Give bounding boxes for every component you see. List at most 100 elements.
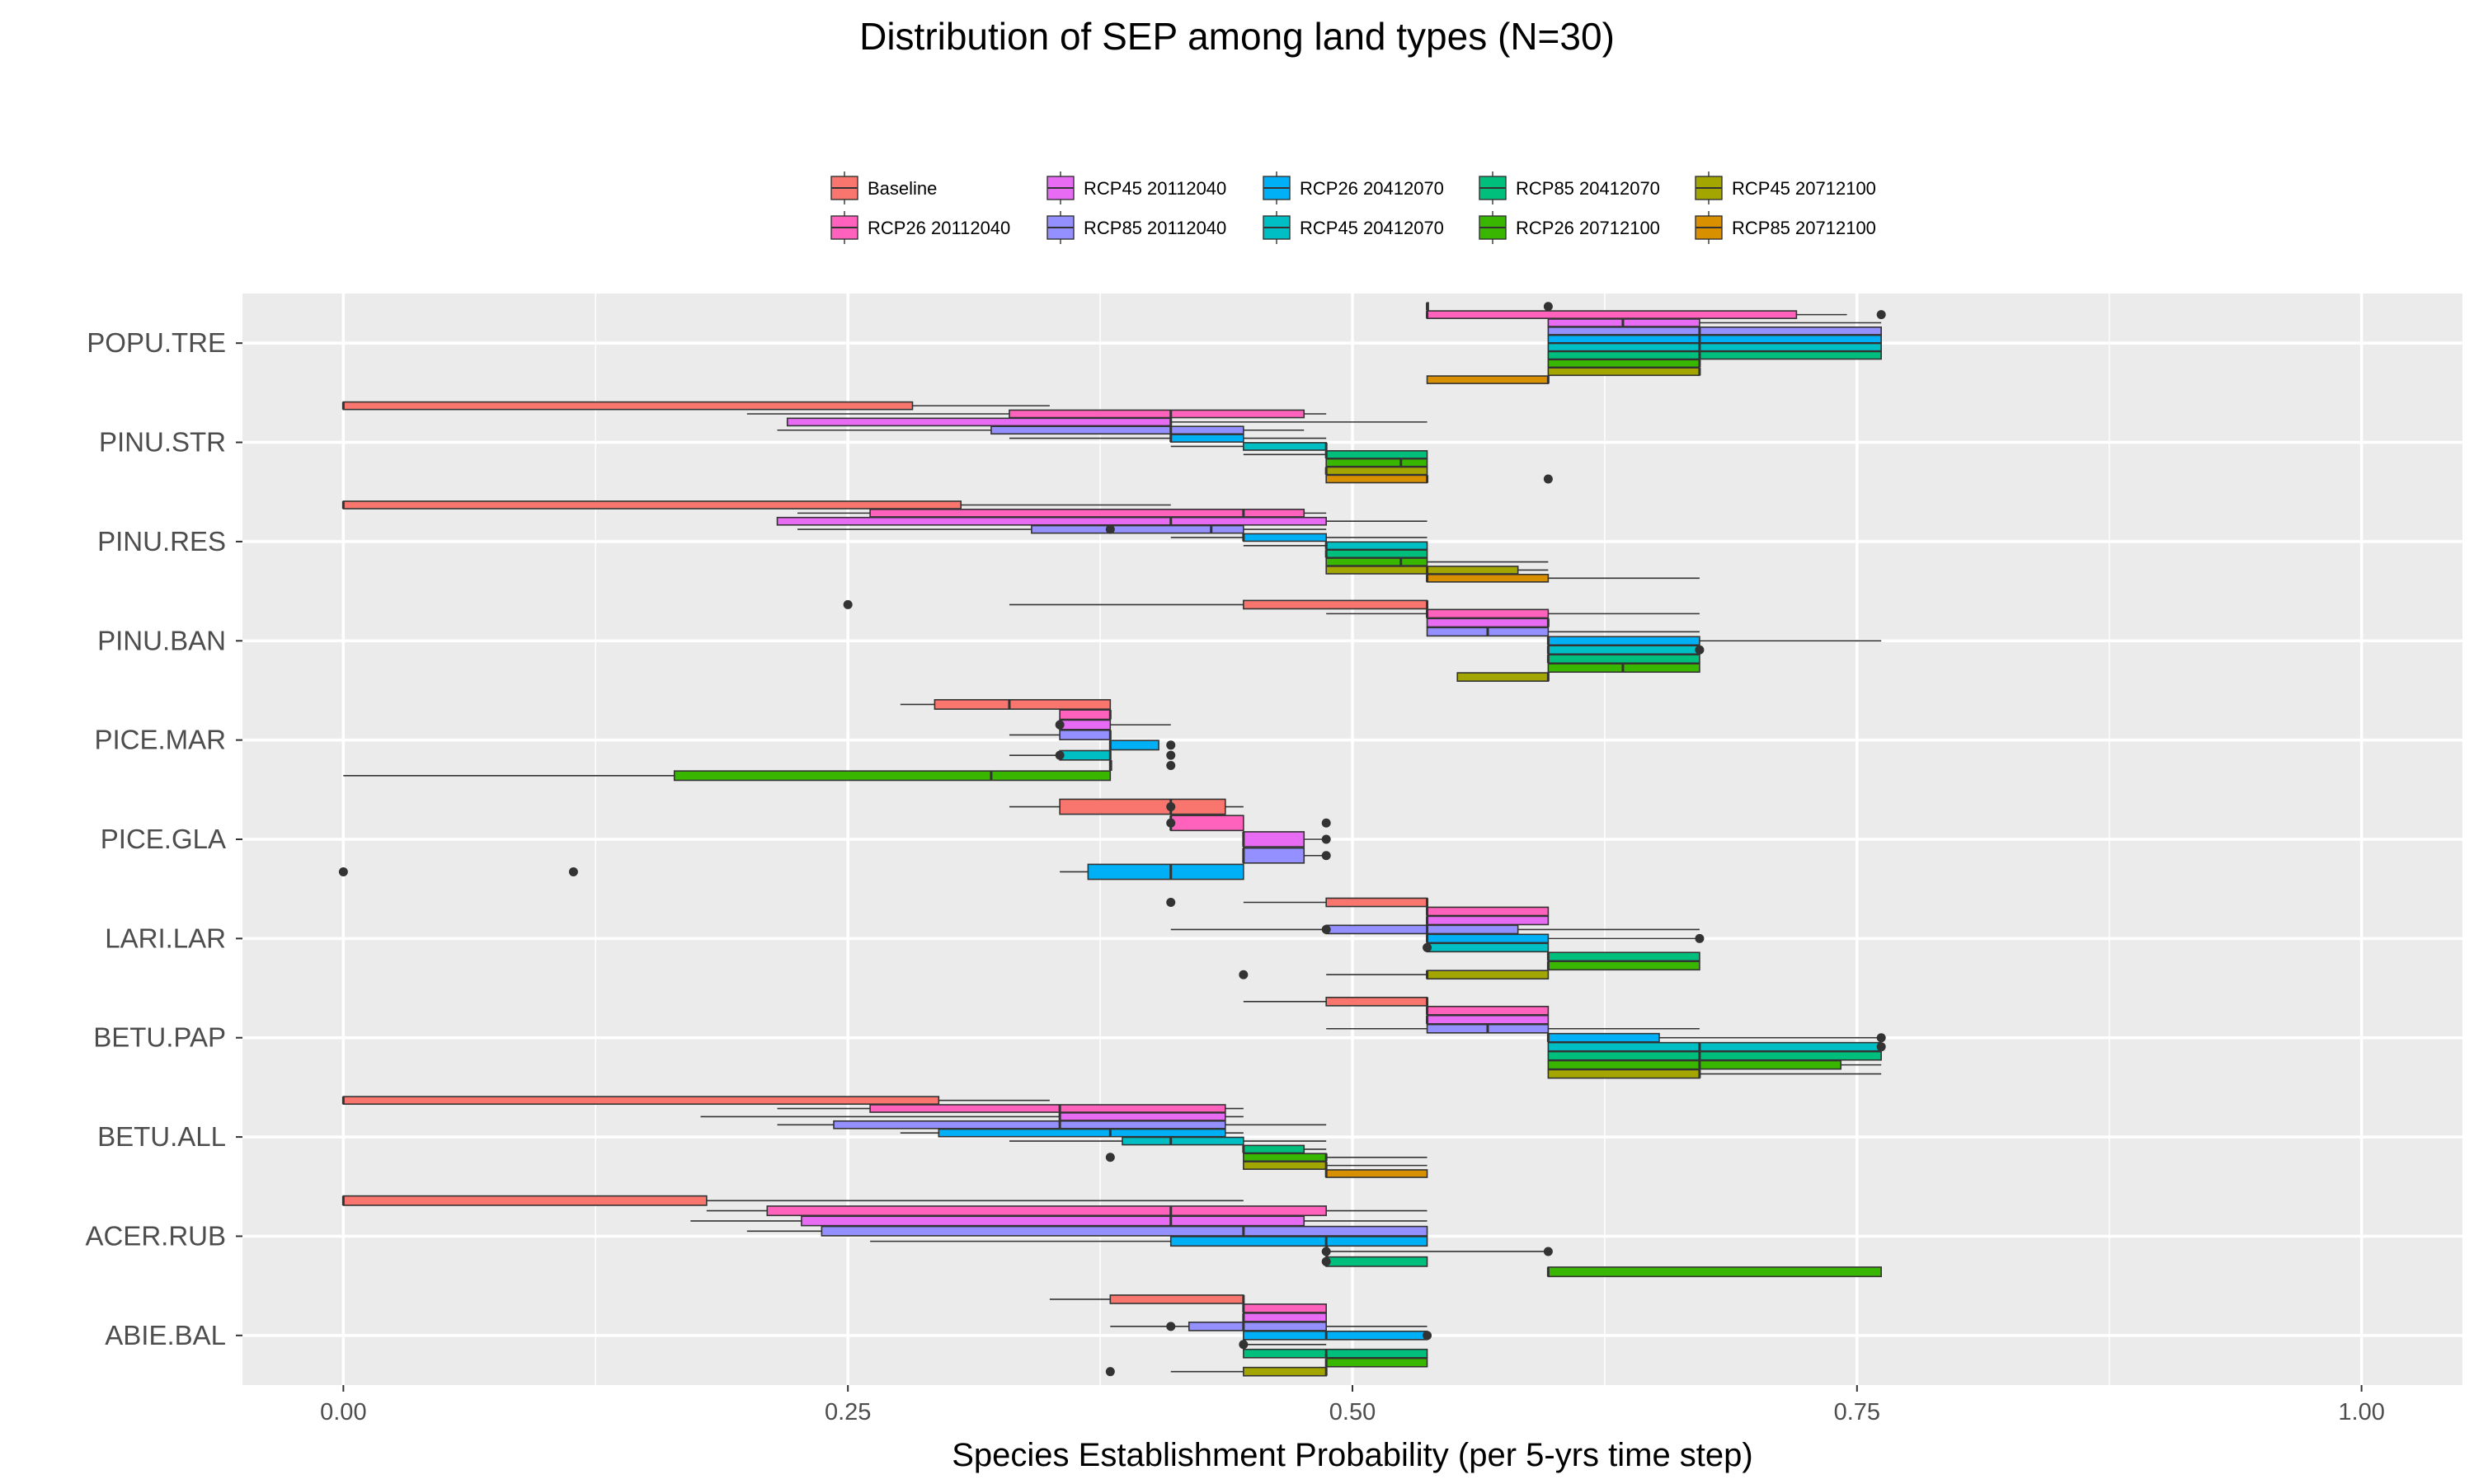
- box-rect: [1426, 970, 1550, 980]
- box-BETU.ALL-0: [341, 1096, 1050, 1106]
- box-rect: [1547, 334, 1882, 344]
- box-BETU.PAP-4: [1546, 1032, 1886, 1043]
- box-BETU.PAP-5: [1547, 1041, 1886, 1052]
- box-rect: [1547, 1059, 1842, 1070]
- box-rect: [342, 1195, 708, 1206]
- box-rect: [766, 1205, 1327, 1217]
- box-POPU.TRE-3: [1547, 326, 1882, 336]
- box-rect: [1426, 915, 1550, 926]
- box-rect: [1325, 450, 1428, 459]
- box-rect: [673, 770, 1112, 782]
- box-rect: [934, 698, 1112, 710]
- x-tick-label: 0.25: [825, 1399, 871, 1425]
- box-POPU.TRE-8: [1547, 367, 1701, 377]
- box-rect: [1426, 608, 1550, 619]
- box-BETU.ALL-8: [1243, 1161, 1427, 1170]
- outlier-point: [1543, 1247, 1553, 1256]
- y-tick-label: LARI.LAR: [105, 923, 226, 953]
- box-PINU.RES-3: [797, 524, 1327, 534]
- box-rect: [1243, 1144, 1305, 1154]
- outlier-point: [1321, 1247, 1331, 1256]
- outlier-point: [843, 599, 853, 609]
- box-rect: [1547, 636, 1700, 646]
- box-rect: [1426, 906, 1550, 917]
- legend-item: RCP85 20712100: [1695, 211, 1876, 244]
- box-PINU.BAN-4: [1546, 636, 1882, 646]
- outlier-point: [1166, 760, 1176, 770]
- outlier-point: [568, 866, 578, 876]
- box-rect: [1243, 1366, 1327, 1377]
- box-rect: [342, 1096, 940, 1106]
- box-ACER.RUB-3: [746, 1225, 1428, 1237]
- box-ABIE.BAL-1: [1242, 1303, 1327, 1313]
- box-LARI.LAR-6: [1546, 951, 1700, 962]
- box-PINU.RES-6: [1324, 549, 1428, 559]
- box-ABIE.BAL-8: [1105, 1366, 1328, 1377]
- boxplots: [338, 302, 1886, 1377]
- outlier-point: [1239, 1340, 1249, 1350]
- outlier-point: [1543, 302, 1553, 312]
- box-LARI.LAR-1: [1426, 906, 1550, 917]
- box-PINU.RES-4: [1170, 533, 1427, 542]
- box-PICE.MAR-3: [1009, 729, 1112, 740]
- box-rect: [1243, 1153, 1327, 1162]
- box-PINU.BAN-8: [1456, 672, 1550, 682]
- box-POPU.TRE-5: [1547, 342, 1882, 352]
- box-rect: [1547, 951, 1700, 962]
- box-rect: [1426, 618, 1550, 628]
- box-PINU.STR-5: [1170, 442, 1328, 451]
- box-PICE.MAR-1: [1059, 709, 1112, 721]
- legend-label: RCP26 20112040: [868, 218, 1010, 238]
- box-rect: [776, 516, 1327, 526]
- box-POPU.TRE-0: [1426, 302, 1553, 312]
- box-PICE.GLA-4: [338, 863, 1244, 881]
- x-axis-title: Species Establishment Probability (per 5…: [952, 1437, 1752, 1473]
- box-rect: [1087, 863, 1244, 881]
- box-POPU.TRE-6: [1547, 350, 1882, 360]
- box-rect: [1547, 1050, 1882, 1061]
- box-rect: [1426, 942, 1550, 953]
- box-LARI.LAR-8: [1239, 970, 1550, 980]
- box-rect: [1325, 1169, 1428, 1178]
- outlier-point: [1321, 851, 1331, 861]
- box-rect: [1169, 1236, 1428, 1247]
- box-ACER.RUB-5: [1321, 1246, 1553, 1257]
- legend-item: RCP85 20112040: [1047, 211, 1226, 244]
- box-PINU.RES-1: [797, 509, 1327, 518]
- box-ACER.RUB-1: [706, 1205, 1427, 1217]
- box-LARI.LAR-7: [1546, 960, 1700, 971]
- box-PINU.STR-2: [786, 417, 1427, 427]
- grid-lines: [242, 294, 2462, 1385]
- box-PINU.BAN-0: [843, 599, 1429, 610]
- box-rect: [1547, 1041, 1882, 1052]
- box-LARI.LAR-0: [1166, 897, 1429, 908]
- outlier-point: [1105, 524, 1115, 534]
- box-rect: [833, 1120, 1226, 1129]
- x-tick-label: 0.00: [320, 1399, 366, 1425]
- box-rect: [990, 425, 1244, 435]
- box-PINU.STR-7: [1325, 458, 1428, 467]
- box-rect: [1188, 1322, 1327, 1331]
- box-rect: [1426, 1005, 1550, 1016]
- box-rect: [786, 417, 1172, 427]
- x-tick-label: 1.00: [2338, 1399, 2384, 1425]
- box-LARI.LAR-2: [1426, 915, 1550, 926]
- box-PINU.BAN-5: [1546, 645, 1705, 655]
- box-PICE.MAR-2: [1055, 719, 1171, 730]
- box-rect: [1426, 573, 1550, 583]
- box-BETU.ALL-4: [900, 1128, 1244, 1138]
- axes: 0.00 0.25 0.50 0.75 1.00 POPU.TRE PINU.STR PINU…: [85, 327, 2384, 1425]
- y-tick-label: POPU.TRE: [87, 327, 226, 358]
- legend-label: RCP26 20712100: [1516, 218, 1660, 238]
- y-tick-label: PICE.GLA: [101, 824, 226, 854]
- y-tick-label: PINU.BAN: [97, 625, 226, 655]
- box-PINU.STR-4: [1009, 434, 1327, 443]
- outlier-point: [338, 866, 348, 876]
- outlier-point: [1166, 897, 1176, 907]
- box-rect: [1426, 1014, 1550, 1025]
- box-rect: [1059, 719, 1112, 730]
- outlier-point: [1239, 970, 1249, 979]
- y-tick-label: ABIE.BAL: [105, 1320, 226, 1350]
- box-PICE.GLA-0: [1009, 798, 1244, 815]
- box-POPU.TRE-9: [1426, 375, 1550, 384]
